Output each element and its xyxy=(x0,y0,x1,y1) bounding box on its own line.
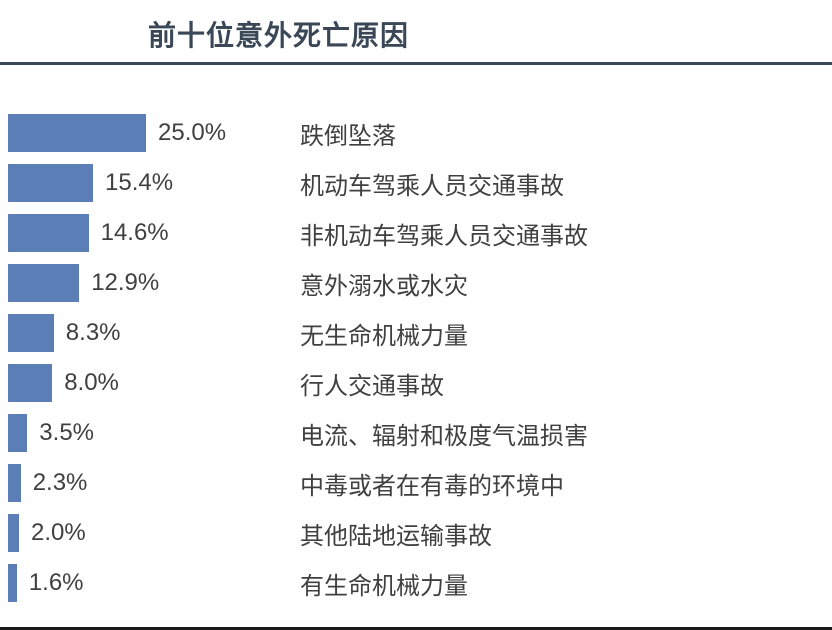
chart-row: 8.0% 行人交通事故 xyxy=(8,359,832,407)
chart-label: 无生命机械力量 xyxy=(300,316,468,351)
chart-percent: 8.3% xyxy=(54,319,174,347)
chart-bar xyxy=(8,214,89,252)
chart-row: 14.6% 非机动车驾乘人员交通事故 xyxy=(8,209,832,257)
chart-bar xyxy=(8,414,27,452)
chart-percent: 3.5% xyxy=(27,419,147,447)
chart-row: 2.0% 其他陆地运输事故 xyxy=(8,509,832,557)
chart-row: 2.3% 中毒或者在有毒的环境中 xyxy=(8,459,832,507)
chart-label: 电流、辐射和极度气温损害 xyxy=(300,416,588,451)
chart-row: 8.3% 无生命机械力量 xyxy=(8,309,832,357)
chart-bar xyxy=(8,514,19,552)
chart-container: 前十位意外死亡原因 25.0% 跌倒坠落 15.4% 机动车驾乘人员交通事故 1… xyxy=(0,0,832,612)
chart-row: 15.4% 机动车驾乘人员交通事故 xyxy=(8,159,832,207)
chart-bar xyxy=(8,464,21,502)
chart-label: 意外溺水或水灾 xyxy=(300,266,468,301)
chart-label: 行人交通事故 xyxy=(300,366,444,401)
chart-bar xyxy=(8,564,17,602)
chart-row: 12.9% 意外溺水或水灾 xyxy=(8,259,832,307)
chart-label: 跌倒坠落 xyxy=(300,116,396,151)
chart-label: 其他陆地运输事故 xyxy=(300,516,492,551)
chart-label: 机动车驾乘人员交通事故 xyxy=(300,166,564,201)
chart-percent: 8.0% xyxy=(52,369,172,397)
title-section: 前十位意外死亡原因 xyxy=(0,0,832,65)
chart-row: 3.5% 电流、辐射和极度气温损害 xyxy=(8,409,832,457)
chart-title: 前十位意外死亡原因 xyxy=(148,14,832,54)
chart-bar xyxy=(8,314,54,352)
chart-percent: 14.6% xyxy=(89,219,209,247)
chart-bar xyxy=(8,364,52,402)
chart-percent: 1.6% xyxy=(17,569,137,597)
chart-percent: 12.9% xyxy=(79,269,199,297)
chart-percent: 15.4% xyxy=(93,169,213,197)
chart-percent: 2.3% xyxy=(21,469,141,497)
chart-label: 非机动车驾乘人员交通事故 xyxy=(300,216,588,251)
chart-bar xyxy=(8,264,79,302)
chart-row: 1.6% 有生命机械力量 xyxy=(8,559,832,607)
chart-bar xyxy=(8,114,146,152)
chart-percent: 2.0% xyxy=(19,519,139,547)
chart-row: 25.0% 跌倒坠落 xyxy=(8,109,832,157)
chart-label: 有生命机械力量 xyxy=(300,566,468,601)
chart-area: 25.0% 跌倒坠落 15.4% 机动车驾乘人员交通事故 14.6% 非机动车驾… xyxy=(0,65,832,630)
chart-percent: 25.0% xyxy=(146,119,266,147)
chart-label: 中毒或者在有毒的环境中 xyxy=(300,466,564,501)
chart-bar xyxy=(8,164,93,202)
